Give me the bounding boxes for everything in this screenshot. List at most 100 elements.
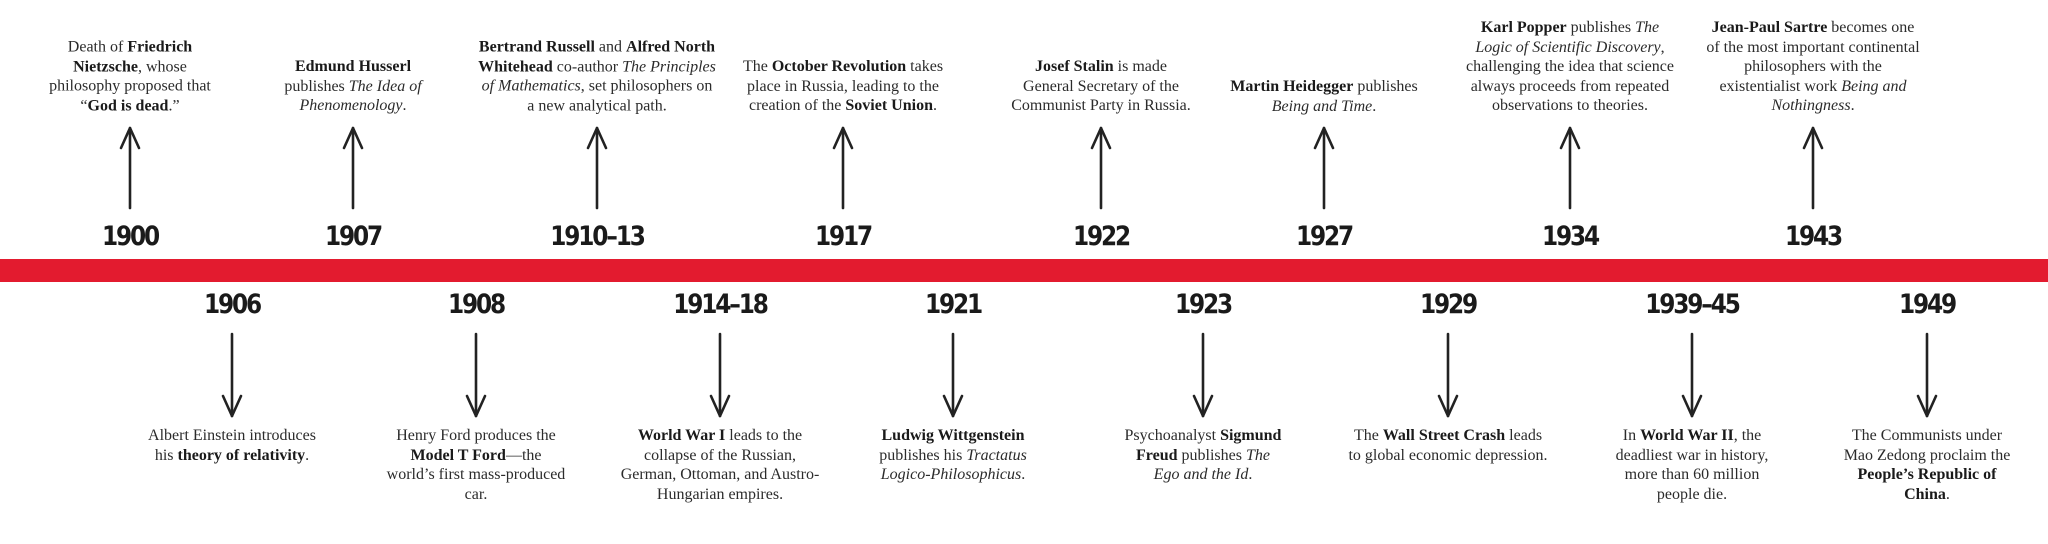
event-description-below: Psychoanalyst Sigmund Freud publishes Th…: [1123, 426, 1283, 485]
desc-fragment: , whose philosophy proposed that “: [49, 58, 211, 115]
year-label-below: 1914–18: [673, 289, 769, 320]
desc-fragment: Friedrich Nietzsche: [73, 38, 193, 76]
desc-fragment: publishes: [1353, 77, 1418, 95]
event-description-below: In World War II, the deadliest war in hi…: [1602, 426, 1782, 504]
desc-fragment: Albert Einstein introduces his: [148, 427, 316, 464]
event-description-below: The Wall Street Crash leads to global ec…: [1348, 426, 1548, 465]
desc-fragment: leads to the collapse of the Russian, Ge…: [620, 427, 820, 503]
year-label-below: 1908: [447, 289, 506, 320]
desc-fragment: World War II: [1640, 427, 1734, 444]
desc-fragment: publishes his: [879, 446, 967, 464]
desc-fragment: .: [402, 97, 407, 115]
desc-fragment: is made General Secretary of the Communi…: [1011, 58, 1191, 115]
desc-fragment: Being and Time: [1271, 97, 1373, 115]
desc-fragment: —the world’s first mass-produced car.: [386, 446, 566, 503]
up-arrow-icon: [1802, 126, 1824, 210]
desc-fragment: theory of relativity: [177, 446, 306, 464]
event-description-above: Death of Friedrich Nietzsche, whose phil…: [45, 38, 215, 116]
desc-fragment: takes place in Russia, leading to the cr…: [747, 58, 944, 115]
desc-fragment: Death of: [67, 38, 128, 56]
up-arrow-icon: [1313, 126, 1335, 210]
up-arrow-icon: [119, 126, 141, 210]
desc-fragment: Henry Ford produces the: [396, 427, 556, 444]
desc-fragment: Tractatus Logico-Philosophicus: [880, 446, 1027, 484]
desc-fragment: .: [932, 97, 937, 115]
desc-fragment: Jean-Paul Sartre: [1711, 19, 1828, 37]
year-label-above: 1917: [814, 221, 873, 252]
desc-fragment: God is dead: [87, 97, 169, 115]
down-arrow-icon: [942, 332, 964, 418]
desc-fragment: Alfred North Whitehead: [478, 38, 716, 76]
desc-fragment: Sigmund Freud: [1136, 427, 1282, 464]
desc-fragment: The Communists under Mao Zedong proclaim…: [1843, 427, 2011, 464]
event-description-above: Bertrand Russell and Alfred North Whiteh…: [477, 38, 717, 116]
event-description-above: The October Revolution takes place in Ru…: [736, 57, 951, 116]
event-description-below: World War I leads to the collapse of the…: [615, 426, 825, 504]
desc-fragment: The Principles of Mathematics: [481, 58, 716, 95]
desc-fragment: The Idea of Phenomenology: [299, 77, 422, 115]
year-label-below: 1939–45: [1645, 289, 1741, 320]
desc-fragment: .: [1372, 97, 1377, 115]
down-arrow-icon: [221, 332, 243, 418]
event-description-above: Edmund Husserl publishes The Idea of Phe…: [271, 57, 436, 116]
desc-fragment: .: [1850, 97, 1855, 115]
desc-fragment: , challenging the idea that science alwa…: [1466, 38, 1674, 115]
desc-fragment: .: [1248, 466, 1253, 484]
desc-fragment: publishes: [284, 77, 349, 95]
desc-fragment: and: [594, 38, 627, 56]
desc-fragment: World War I: [637, 427, 726, 444]
down-arrow-icon: [465, 332, 487, 418]
event-description-above: Martin Heidegger publishes Being and Tim…: [1217, 77, 1432, 116]
desc-fragment: Martin Heidegger: [1230, 77, 1354, 95]
year-label-above: 1922: [1072, 221, 1131, 252]
desc-fragment: People’s Republic of China: [1857, 466, 1997, 503]
desc-fragment: , set philosophers on a new analytical p…: [527, 77, 713, 115]
desc-fragment: Ludwig Wittgenstein: [881, 427, 1025, 444]
year-label-below: 1906: [203, 289, 262, 320]
year-label-above: 1907: [324, 221, 383, 252]
desc-fragment: Model T Ford: [410, 446, 506, 464]
desc-fragment: .”: [168, 97, 180, 115]
year-label-below: 1949: [1898, 289, 1957, 320]
year-label-below: 1923: [1174, 289, 1233, 320]
down-arrow-icon: [1437, 332, 1459, 418]
desc-fragment: Psychoanalyst: [1124, 427, 1221, 444]
desc-fragment: publishes: [1566, 19, 1636, 37]
desc-fragment: .: [1021, 466, 1026, 484]
desc-fragment: .: [1945, 485, 1950, 503]
event-description-below: Henry Ford produces the Model T Ford—the…: [386, 426, 566, 504]
year-label-above: 1900: [101, 221, 160, 252]
desc-fragment: .: [305, 446, 310, 464]
desc-fragment: leads to global economic depression.: [1348, 427, 1548, 464]
event-description-below: The Communists under Mao Zedong proclaim…: [1842, 426, 2012, 504]
desc-fragment: Being and Nothingness: [1771, 77, 1907, 115]
up-arrow-icon: [832, 126, 854, 210]
desc-fragment: The: [742, 58, 772, 76]
desc-fragment: In: [1622, 427, 1641, 444]
up-arrow-icon: [1559, 126, 1581, 210]
event-description-below: Albert Einstein introduces his theory of…: [142, 426, 322, 465]
desc-fragment: Josef Stalin: [1035, 58, 1114, 76]
desc-fragment: The: [1353, 427, 1383, 444]
event-description-above: Jean-Paul Sartre becomes one of the most…: [1706, 18, 1921, 116]
down-arrow-icon: [709, 332, 731, 418]
year-label-above: 1934: [1541, 221, 1600, 252]
event-description-above: Josef Stalin is made General Secretary o…: [1011, 57, 1191, 116]
desc-fragment: Karl Popper: [1480, 19, 1567, 37]
down-arrow-icon: [1916, 332, 1938, 418]
year-label-above: 1927: [1295, 221, 1354, 252]
down-arrow-icon: [1192, 332, 1214, 418]
desc-fragment: Wall Street Crash: [1382, 427, 1506, 444]
desc-fragment: , the deadliest war in history, more tha…: [1615, 427, 1769, 503]
desc-fragment: Edmund Husserl: [294, 58, 412, 76]
desc-fragment: Soviet Union: [845, 97, 933, 115]
down-arrow-icon: [1681, 332, 1703, 418]
up-arrow-icon: [1090, 126, 1112, 210]
up-arrow-icon: [342, 126, 364, 210]
year-label-below: 1929: [1419, 289, 1478, 320]
timeline-bar: [0, 259, 2048, 282]
year-label-below: 1921: [924, 289, 983, 320]
desc-fragment: co-author: [552, 58, 623, 76]
year-label-above: 1910–13: [550, 221, 646, 252]
